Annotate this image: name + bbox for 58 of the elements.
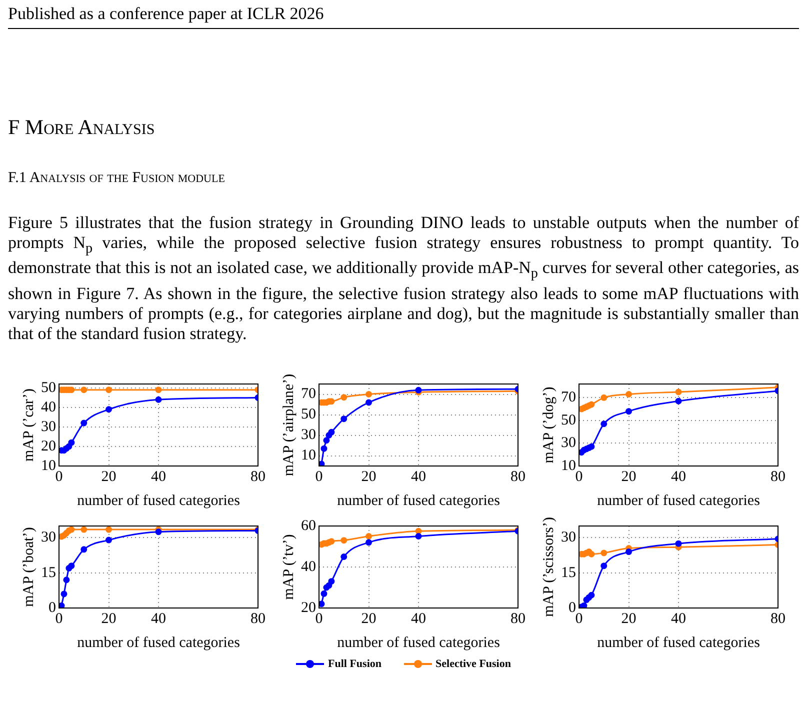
x-tick-label: 20 bbox=[101, 610, 116, 627]
x-tick-label: 20 bbox=[361, 610, 376, 627]
y-tick-label: 40 bbox=[301, 558, 316, 575]
y-tick-label: 20 bbox=[301, 600, 316, 616]
y-tick-label: 15 bbox=[561, 564, 576, 581]
x-axis-title: number of fused categories bbox=[597, 634, 760, 651]
x-tick-label: 20 bbox=[621, 610, 636, 627]
y-tick-label: 30 bbox=[41, 529, 56, 546]
x-tick-label: 80 bbox=[250, 610, 266, 627]
y-tick-label: 0 bbox=[48, 600, 56, 616]
y-tick-label: 60 bbox=[301, 518, 316, 534]
x-tick-label: 80 bbox=[770, 468, 786, 485]
x-tick-label: 40 bbox=[151, 610, 166, 627]
y-axis-title: mAP (’tv’) bbox=[280, 534, 297, 600]
y-tick-label: 20 bbox=[41, 438, 56, 454]
y-axis-title: mAP (’scissors’) bbox=[540, 516, 557, 617]
x-tick-label: 40 bbox=[151, 468, 166, 485]
x-tick-label: 20 bbox=[101, 468, 116, 485]
y-tick-label: 70 bbox=[561, 389, 576, 406]
y-tick-label: 10 bbox=[301, 447, 316, 464]
y-tick-label: 30 bbox=[41, 418, 56, 435]
y-tick-label: 50 bbox=[41, 380, 56, 396]
y-tick-label: 50 bbox=[561, 412, 576, 428]
legend-label: Full Fusion bbox=[328, 658, 382, 670]
y-tick-label: 10 bbox=[561, 458, 576, 474]
x-tick-label: 20 bbox=[361, 468, 376, 485]
text: F.1 Analysis of the Fusion module bbox=[8, 170, 226, 187]
x-tick-label: 80 bbox=[250, 468, 266, 485]
y-tick-label: 30 bbox=[301, 426, 316, 443]
y-axis-title: mAP (’boat’) bbox=[20, 526, 37, 607]
x-axis-title: number of fused categories bbox=[337, 492, 500, 509]
x-axis-title: number of fused categories bbox=[77, 492, 240, 509]
legend-label: Selective Fusion bbox=[436, 658, 511, 670]
x-tick-label: 80 bbox=[510, 468, 526, 485]
text: F More Analysis bbox=[8, 115, 156, 140]
y-axis-title: mAP (’car’) bbox=[20, 388, 37, 462]
x-tick-label: 80 bbox=[770, 610, 786, 627]
y-axis-title: mAP (’airplane’) bbox=[280, 374, 297, 476]
x-tick-label: 40 bbox=[411, 610, 426, 627]
text: Figure 5 illustrates that the fusion strategy in Grounding DINO leads to unstable outputs when the number of prompts N$_{p}$ varies, while the proposed selective fusion strategy ensures robustness to prompt quantity. To demonstrate that this is not an isolated case, we additionally provide mAP-N$_{p}$ curves for several other categories, as shown in Figure 7. As shown in the figure, the selective fusion strategy also leads to some mAP fluctuations with varying numbers of prompts (e.g., for categories airplane and dog), but the magnitude is substantially smaller than that of the standard fusion strategy. bbox=[8, 213, 800, 343]
y-tick-label: 0 bbox=[568, 600, 576, 616]
y-tick-label: 40 bbox=[41, 399, 56, 416]
y-tick-label: 30 bbox=[561, 434, 576, 451]
y-axis-title: mAP (’dog’) bbox=[540, 386, 557, 464]
x-axis-title: number of fused categories bbox=[597, 492, 760, 509]
text: Published as a conference paper at ICLR 2026 bbox=[8, 0, 799, 29]
x-tick-label: 80 bbox=[510, 610, 526, 627]
y-tick-label: 70 bbox=[301, 386, 316, 402]
y-tick-label: 30 bbox=[561, 529, 576, 546]
x-tick-label: 40 bbox=[671, 468, 686, 485]
y-tick-label: 50 bbox=[301, 406, 316, 422]
y-tick-label: 10 bbox=[41, 458, 56, 474]
y-tick-label: 15 bbox=[41, 564, 56, 581]
x-tick-label: 40 bbox=[411, 468, 426, 485]
x-tick-label: 20 bbox=[621, 468, 636, 485]
x-axis-title: number of fused categories bbox=[337, 634, 500, 651]
x-tick-label: 40 bbox=[671, 610, 686, 627]
x-axis-title: number of fused categories bbox=[77, 634, 240, 651]
